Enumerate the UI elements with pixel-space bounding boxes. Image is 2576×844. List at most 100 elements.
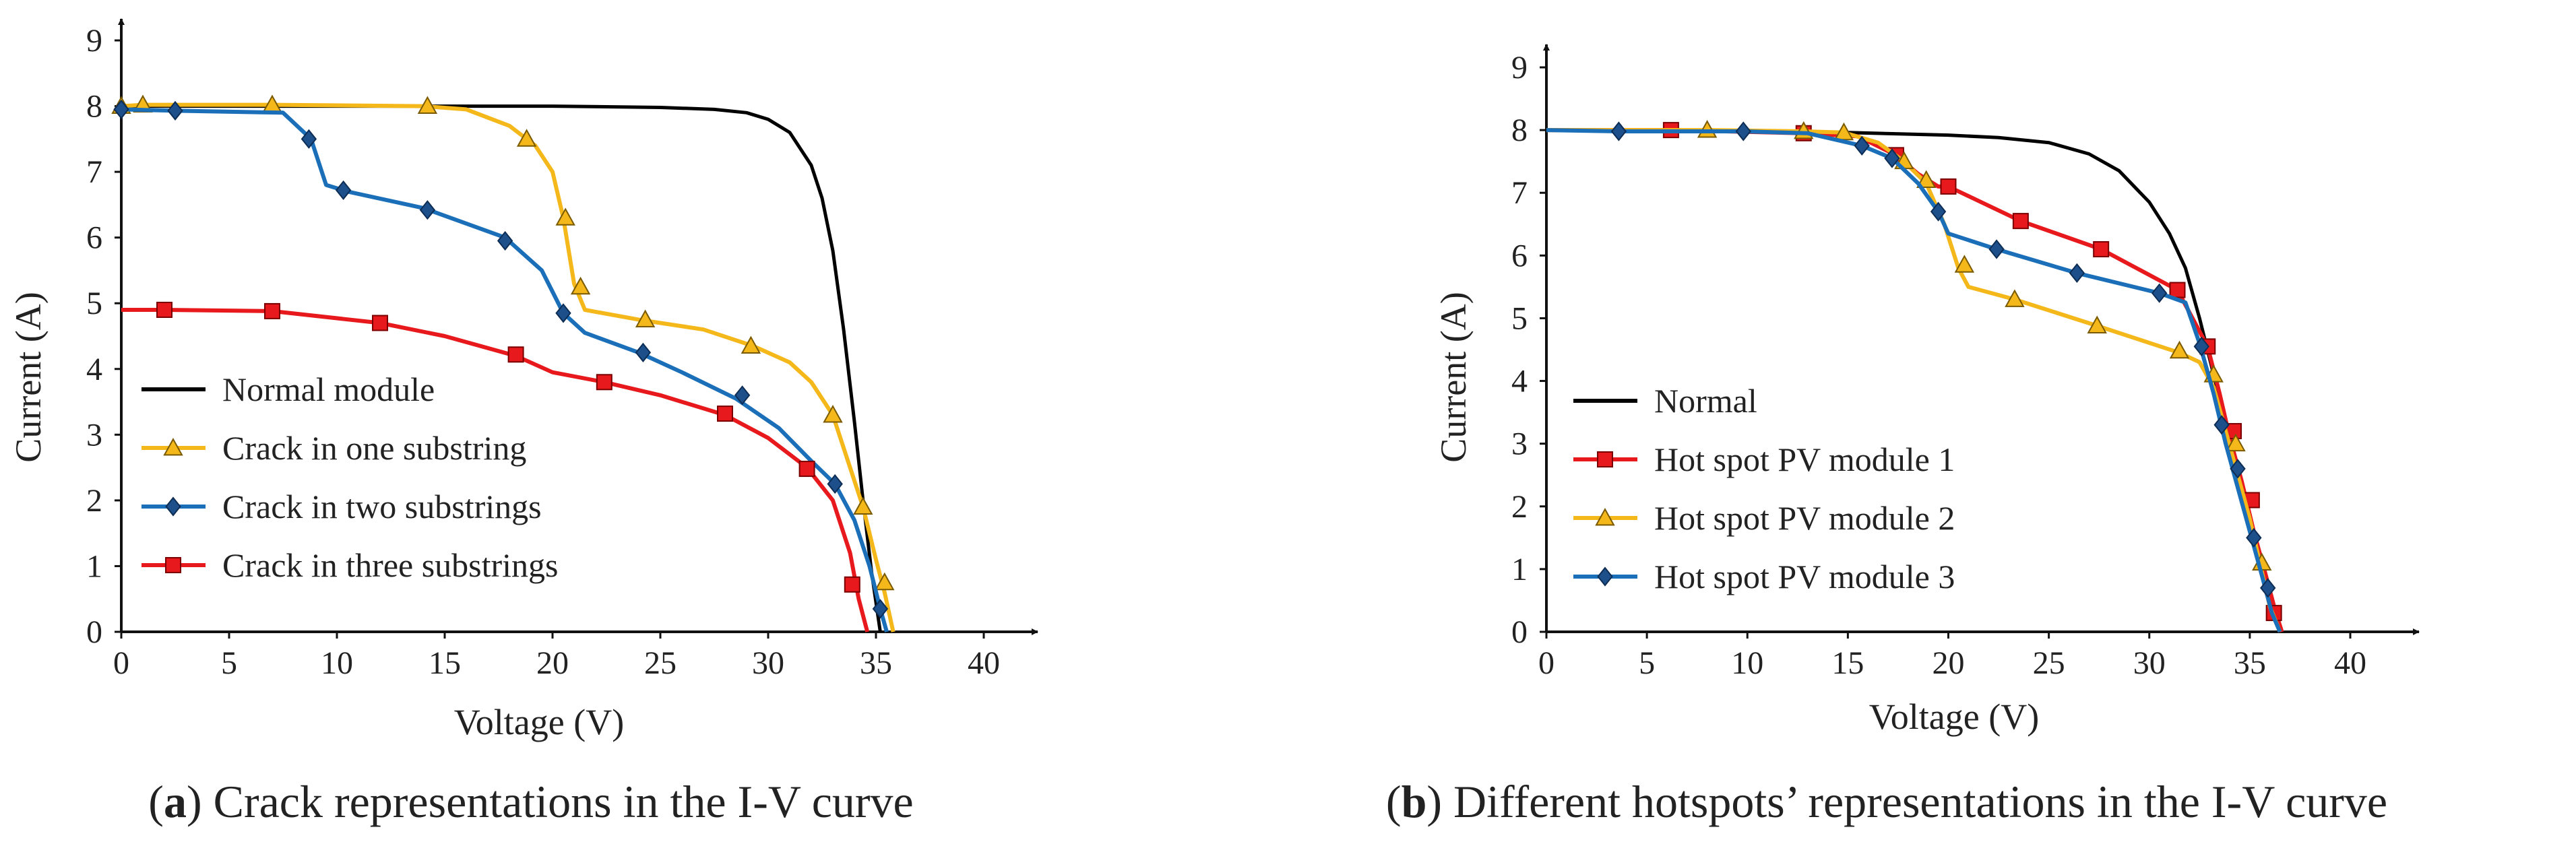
series-line [1546,128,2284,632]
data-point [335,180,352,201]
chart-a-plot: 0 5 10 15 20 25 30 35 40 0 1 2 3 4 5 6 7 8 9 Normal module C… [86,18,1038,681]
chart-b-xlabel: Voltage (V) [1869,696,2039,737]
data-point [2005,289,2025,307]
x-tick-label: 40 [2334,645,2366,681]
data-point [264,302,280,319]
y-tick-label: 6 [1511,238,1528,273]
data-point [113,99,129,120]
legend-item: Crack in one substring [142,429,526,467]
y-tick-label: 3 [86,417,102,453]
legend-label: Normal module [222,370,435,408]
data-point [734,385,751,405]
data-point [507,346,524,363]
data-point [1854,135,1870,156]
data-point [2087,315,2107,334]
chart-b-plot: 0 5 10 15 20 25 30 35 40 0 1 2 3 4 5 6 7 8 9 Normal Hot spot… [1511,44,2420,681]
legend-item: Crack in two substrings [142,488,542,525]
data-point [2012,213,2029,230]
y-tick-label: 3 [1511,426,1528,462]
chart-a-ylabel: Current (A) [8,292,49,462]
y-tick-label: 4 [86,352,102,387]
y-tick-label: 4 [1511,364,1528,399]
data-point [2169,340,2190,359]
chart-b-caption: (b) Different hotspots’ representations … [1386,776,2387,827]
data-point [2213,415,2230,435]
x-tick-label: 25 [2033,645,2065,681]
series-3 [1546,120,2282,633]
data-point [555,303,571,323]
data-point [872,599,889,619]
chart-b-caption-letter: b [1402,776,1427,827]
legend-label: Crack in three substrings [222,546,559,584]
data-point [717,405,733,422]
legend-swatch-marker [1597,451,1613,467]
y-tick-label: 2 [1511,489,1528,525]
x-tick-label: 30 [752,645,784,681]
data-point [419,200,436,220]
y-tick-label: 0 [86,614,102,650]
x-tick-label: 10 [321,645,353,681]
y-tick-label: 2 [86,483,102,519]
chart-b-ylabel: Current (A) [1433,292,1474,462]
legend: Normal module Crack in one substring Crack… [142,370,559,584]
x-tick-label: 15 [1831,645,1864,681]
chart-a: 0 5 10 15 20 25 30 35 40 0 1 2 3 4 5 6 7 8 9 Normal module C… [8,18,1038,827]
legend-label: Normal [1654,382,1757,420]
data-point [1916,170,1937,188]
x-tick-label: 40 [968,645,1000,681]
data-point [156,301,172,318]
legend-label: Crack in two substrings [222,488,542,525]
chart-a-caption-letter: a [164,776,187,827]
x-tick-label: 10 [1731,645,1763,681]
data-point [516,129,537,147]
data-point [2151,283,2168,303]
chart-b-caption-text: Different hotspots’ representations in t… [1442,776,2387,827]
legend-item: Hot spot PV module 1 [1573,441,1955,478]
data-point [827,474,843,494]
data-point [1988,239,2005,259]
series-line [121,308,870,632]
data-point [875,572,895,591]
y-tick-label: 1 [86,548,102,584]
data-point [167,100,183,121]
x-tick-label: 25 [644,645,677,681]
data-point [1954,255,1975,273]
y-tick-label: 5 [86,286,102,321]
legend-swatch-marker [163,437,183,456]
data-point [1735,121,1751,141]
x-tick-label: 30 [2133,645,2166,681]
data-point [2169,282,2186,298]
data-point [555,207,575,226]
series-line [1546,128,2284,632]
x-tick-label: 0 [113,645,129,681]
data-point [570,276,591,295]
data-point [798,461,815,478]
y-tick-label: 9 [86,23,102,59]
chart-a-caption-text: Crack representations in the I-V curve [202,776,914,827]
chart-a-caption: (a) Crack representations in the I-V cur… [148,776,913,827]
data-point [1930,201,1947,222]
series-4 [1546,121,2282,633]
series-line [121,107,889,632]
data-point [2260,578,2276,598]
data-point [596,374,612,391]
legend-swatch-marker [1597,566,1613,587]
legend-label: Hot spot PV module 2 [1654,499,1955,537]
legend: Normal Hot spot PV module 1 Hot spot PV mo… [1573,382,1955,595]
data-point [844,576,860,593]
data-point [301,129,317,149]
y-tick-label: 8 [86,89,102,125]
data-point [1610,121,1627,141]
series-2 [1546,122,2284,632]
x-tick-label: 20 [536,645,569,681]
data-point [635,309,656,328]
x-tick-label: 5 [221,645,237,681]
legend-label: Hot spot PV module 1 [1654,441,1955,478]
data-point [2193,336,2209,356]
x-tick-label: 0 [1538,645,1554,681]
y-tick-label: 6 [86,220,102,256]
y-tick-label: 7 [86,154,102,190]
data-point [853,496,873,515]
series-1 [1546,128,2284,632]
